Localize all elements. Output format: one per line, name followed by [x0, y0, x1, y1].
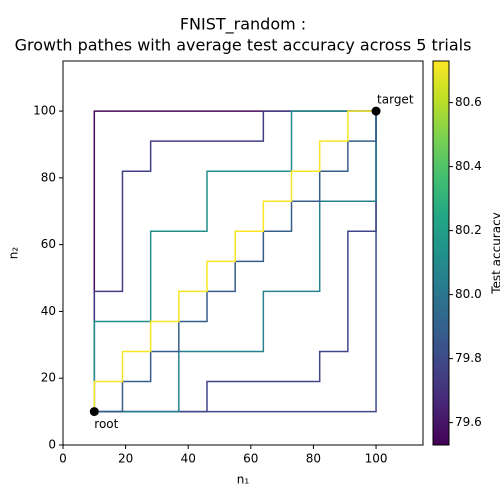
colorbar-tick-label: 80.2 — [455, 223, 482, 237]
growth-path — [94, 111, 377, 413]
x-tick-label: 60 — [243, 452, 258, 466]
colorbar-tick-label: 80.4 — [455, 159, 482, 173]
colorbar-tick-label: 80.6 — [455, 95, 482, 109]
growth-path — [93, 110, 377, 412]
x-tick-label: 20 — [118, 452, 133, 466]
growth-path — [93, 110, 377, 412]
plot-frame — [62, 60, 424, 446]
chart-title: FNIST_random : — [180, 15, 306, 35]
y-tick-label: 60 — [41, 237, 56, 251]
y-tick-label: 40 — [41, 304, 56, 318]
growth-path — [93, 110, 377, 412]
colorbar-tick-label: 80.0 — [455, 287, 482, 301]
point — [371, 106, 381, 116]
y-tick-label: 80 — [41, 170, 56, 184]
x-tick-label: 40 — [181, 452, 196, 466]
y-tick-label: 0 — [48, 438, 56, 452]
growth-path — [94, 111, 377, 413]
y-tick-label: 100 — [33, 104, 56, 118]
x-tick-label: 0 — [59, 452, 67, 466]
y-axis-label: n₂ — [7, 247, 21, 260]
x-tick-label: 80 — [306, 452, 321, 466]
colorbar-tick-label: 79.8 — [455, 351, 482, 365]
colorbar-tick-label: 79.6 — [455, 415, 482, 429]
x-tick-label: 100 — [365, 452, 388, 466]
point-label: target — [377, 93, 414, 107]
colorbar — [432, 60, 450, 446]
colorbar-label: Test accuracy — [490, 212, 500, 295]
point-label: root — [94, 417, 118, 431]
point — [89, 407, 99, 417]
x-axis-label: n₁ — [237, 473, 250, 487]
chart-subtitle: Growth pathes with average test accuracy… — [15, 36, 472, 55]
y-tick-label: 20 — [41, 371, 56, 385]
